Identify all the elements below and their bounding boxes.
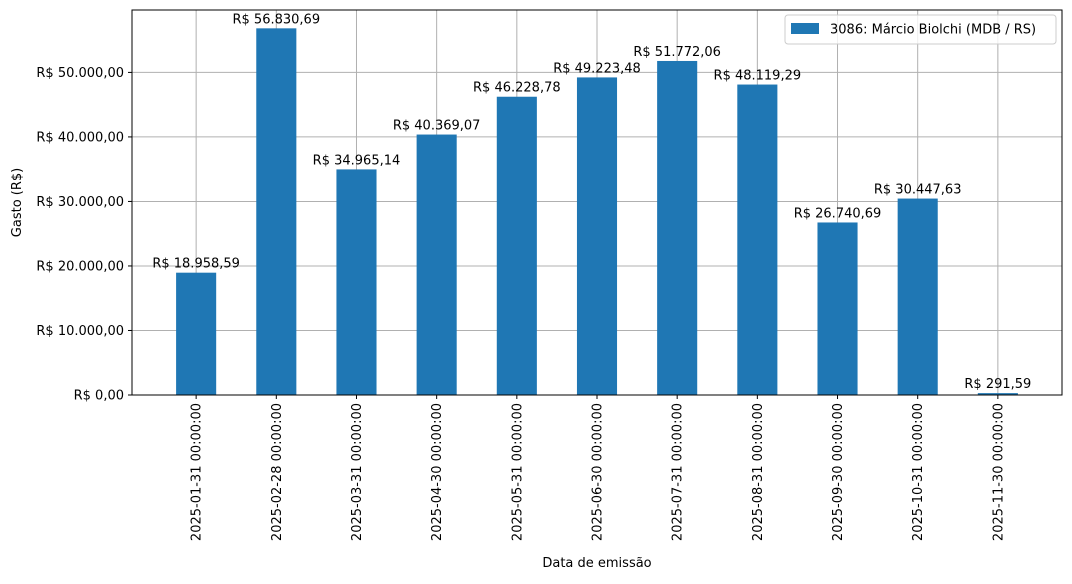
x-tick-label: 2025-07-31 00:00:00: [671, 403, 686, 541]
y-tick-label: R$ 10.000,00: [36, 324, 124, 339]
y-tick-label: R$ 20.000,00: [36, 259, 124, 274]
bar: [176, 272, 217, 395]
x-tick-label: 2025-05-31 00:00:00: [510, 403, 525, 541]
data-label: R$ 291,59: [964, 377, 1031, 392]
bar: [496, 96, 537, 396]
x-axis-label: Data de emissão: [542, 556, 651, 571]
y-tick-label: R$ 30.000,00: [36, 195, 124, 210]
x-tick-label: 2025-06-30 00:00:00: [591, 403, 606, 541]
legend-box: [784, 14, 1057, 45]
x-tick-label: 2025-01-31 00:00:00: [190, 403, 205, 541]
bar: [416, 134, 457, 396]
bar: [256, 28, 297, 395]
x-tick-label: 2025-03-31 00:00:00: [350, 403, 365, 541]
x-tick-label: 2025-11-30 00:00:00: [991, 403, 1006, 541]
legend-swatch: [791, 23, 819, 34]
x-tick-label: 2025-08-31 00:00:00: [751, 403, 766, 541]
data-label: R$ 18.958,59: [152, 257, 240, 272]
data-label: R$ 34.965,14: [313, 153, 401, 168]
bar: [817, 222, 858, 395]
data-label: R$ 49.223,48: [553, 61, 641, 76]
y-axis-label: Gasto (R$): [10, 168, 25, 237]
data-label: R$ 48.119,29: [714, 69, 802, 84]
x-axis-ticks: 2025-01-31 00:00:00 2025-02-28 00:00:00 20…: [190, 395, 1006, 541]
y-tick-label: R$ 0,00: [74, 389, 124, 404]
y-tick-label: R$ 50.000,00: [36, 66, 124, 81]
data-labels: R$ 18.958,59 R$ 56.830,69 R$ 34.965,14 R$ 4…: [152, 12, 1031, 392]
y-axis-ticks: R$ 0,00 R$ 10.000,00 R$ 20.000,00 R$ 30.000…: [36, 66, 132, 404]
bar: [657, 60, 698, 395]
data-label: R$ 26.740,69: [794, 206, 882, 221]
bar: [737, 84, 778, 395]
bar: [977, 393, 1018, 395]
x-tick-label: 2025-02-28 00:00:00: [270, 403, 285, 541]
x-tick-label: 2025-10-31 00:00:00: [911, 403, 926, 541]
bar: [576, 77, 618, 395]
data-label: R$ 51.772,06: [633, 45, 721, 60]
data-label: R$ 30.447,63: [874, 183, 962, 198]
legend-label: 3086: Márcio Biolchi (MDB / RS): [830, 23, 1036, 38]
axes-frame: [131, 9, 1063, 396]
data-label: R$ 46.228,78: [473, 81, 561, 96]
bars: [176, 28, 1018, 396]
bar: [336, 169, 377, 395]
x-tick-label: 2025-04-30 00:00:00: [430, 403, 445, 541]
bar: [897, 198, 938, 395]
y-tick-label: R$ 40.000,00: [36, 130, 124, 145]
data-label: R$ 56.830,69: [233, 12, 321, 27]
x-tick-label: 2025-09-30 00:00:00: [831, 403, 846, 541]
legend: 3086: Márcio Biolchi (MDB / RS): [784, 14, 1057, 45]
data-label: R$ 40.369,07: [393, 119, 481, 134]
